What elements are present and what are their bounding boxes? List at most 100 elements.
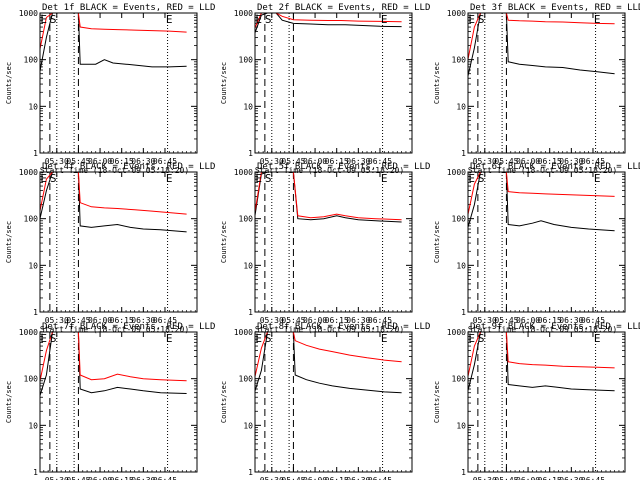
y-tick-label: 1000 [447,328,466,337]
x-tick-label: 06:45 [153,157,177,166]
y-tick-label: 1000 [234,168,253,177]
y-axis-label: Counts/sec [220,221,228,263]
y-axis-label: Counts/sec [433,381,441,423]
plot-frame [39,331,198,473]
panel-title: Det 6f BLACK = Events, RED = LLD [470,162,640,172]
x-tick-label: 06:45 [581,476,605,480]
x-tick-label: 06:30 [131,157,155,166]
marker-label-e: E [381,332,388,345]
x-tick-label: 05:45 [281,476,305,480]
panel-title: Det 8f BLACK = Events, RED = LLD [257,322,430,332]
series-group [40,172,187,233]
marker-label-s: S [478,13,485,26]
x-tick-label: 05:30 [45,157,69,166]
panel-det-3: Det 3f BLACK = Events, RED = LLD 1 10 100 10… [433,3,640,175]
x-tick-label: 06:15 [325,316,349,325]
y-tick-label: 1 [33,468,38,477]
plot-frame [254,12,413,154]
x-tick-label: 06:30 [131,316,155,325]
marker-label-e: E [468,332,475,345]
marker-label-e: E [166,13,173,26]
x-tick-label: 05:30 [473,476,497,480]
y-tick-label: 100 [239,375,254,384]
panel-title: Det 7f BLACK = Events, RED = LLD [42,322,215,332]
series-line-lld [468,172,615,217]
plot-frame [39,12,198,154]
y-tick-label: 100 [452,215,467,224]
marker-label-s: S [50,13,57,26]
series-line-events [468,13,615,79]
y-tick-label: 1 [248,149,253,158]
y-tick-label: 1 [33,149,38,158]
x-tick-label: 05:45 [281,316,305,325]
series-line-lld [255,13,402,30]
series-line-events [468,332,615,393]
marker-label-e: E [255,172,262,185]
series-group [468,13,615,79]
y-tick-label: 10 [243,102,253,111]
marker-label-s: S [50,332,57,345]
series-group [40,13,187,74]
x-tick-label: 06:15 [110,476,134,480]
x-axis-label: Start Time (18-Oct-09 05:18:20) [255,325,404,334]
y-tick-label: 10 [28,102,38,111]
marker-label-e: E [381,172,388,185]
series-group [255,172,402,223]
series-line-lld [40,13,187,52]
marker-label-e: E [40,332,47,345]
y-tick-label: 10 [456,421,466,430]
series-group [40,332,187,398]
marker-label-e: E [468,13,475,26]
panel-det-9: Det 9f BLACK = Events, RED = LLD 1 10 100 10… [433,322,640,480]
plot-frame [254,171,413,313]
panel-title: Det 5f BLACK = Events, RED = LLD [257,162,430,172]
x-tick-label: 06:00 [516,157,540,166]
marker-label-s: S [265,332,272,345]
y-tick-label: 100 [239,215,254,224]
y-axis-label: Counts/sec [433,221,441,263]
y-tick-label: 1 [461,308,466,317]
x-tick-label: 06:15 [538,476,562,480]
x-tick-label: 06:30 [559,316,583,325]
plot-frame [467,331,626,473]
x-tick-label: 06:45 [581,316,605,325]
x-tick-label: 06:30 [559,157,583,166]
panel-det-5: Det 5f BLACK = Events, RED = LLD 1 10 100 10… [220,162,430,334]
marker-label-e: E [381,13,388,26]
marker-label-e: E [468,172,475,185]
plot-frame [254,331,413,473]
x-tick-label: 06:45 [368,476,392,480]
x-tick-label: 06:15 [538,157,562,166]
x-tick-label: 06:45 [368,316,392,325]
panel-det-7: Det 7f BLACK = Events, RED = LLD 1 10 100 10… [5,322,215,480]
x-tick-label: 06:15 [110,157,134,166]
y-axis-label: Counts/sec [220,381,228,423]
marker-label-s: S [478,172,485,185]
x-tick-label: 06:15 [110,316,134,325]
x-tick-label: 05:30 [473,157,497,166]
x-tick-label: 06:00 [303,476,327,480]
marker-label-e: E [40,172,47,185]
x-tick-label: 06:30 [346,157,370,166]
x-tick-label: 06:00 [88,476,112,480]
marker-label-e: E [594,332,601,345]
x-tick-label: 05:45 [66,316,90,325]
x-axis-label: Start Time (18-Oct-09 05:18:20) [40,325,189,334]
series-line-events [468,172,615,232]
panel-title: Det 2f BLACK = Events, RED = LLD [257,3,430,13]
x-tick-label: 05:30 [260,316,284,325]
x-tick-label: 06:00 [88,316,112,325]
series-line-events [40,172,187,233]
plot-frame [467,12,626,154]
x-axis-label: Start Time (18-Oct-09 05:18:20) [40,166,189,175]
series-group [468,172,615,232]
x-tick-label: 06:00 [303,157,327,166]
x-tick-label: 06:45 [153,316,177,325]
y-tick-label: 100 [239,56,254,65]
marker-label-e: E [255,13,262,26]
series-line-lld [40,172,187,215]
panel-title: Det 9f BLACK = Events, RED = LLD [470,322,640,332]
panel-title: Det 4f BLACK = Events, RED = LLD [42,162,215,172]
x-tick-label: 05:45 [66,157,90,166]
